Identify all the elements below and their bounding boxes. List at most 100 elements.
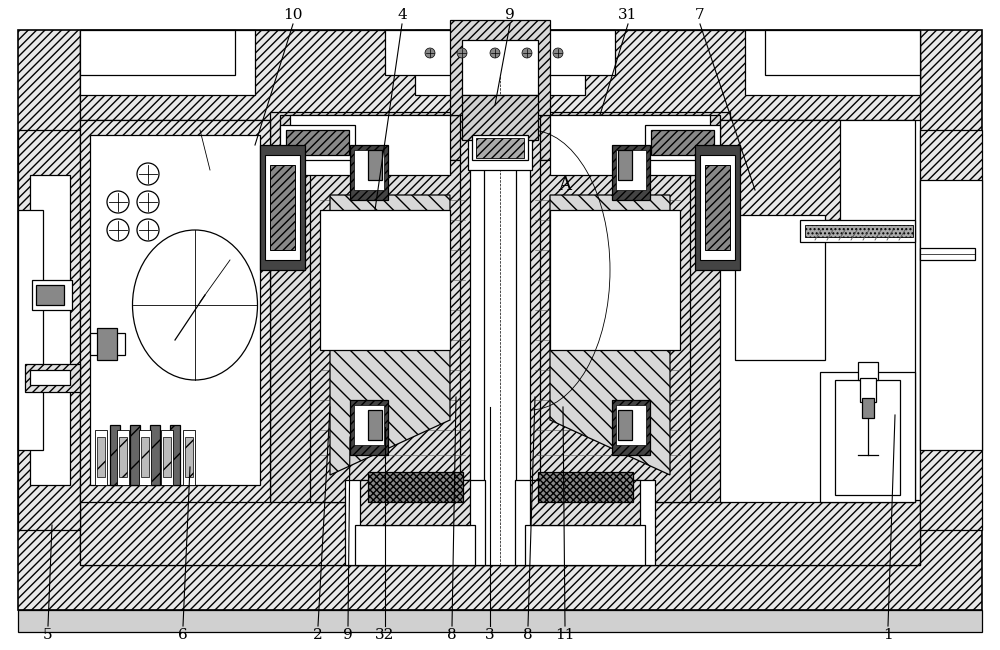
Bar [265, 155, 300, 260]
Circle shape [457, 48, 467, 58]
Bar [90, 333, 125, 355]
Bar [141, 437, 149, 477]
Bar [612, 145, 650, 200]
Bar [368, 150, 382, 180]
Text: 5: 5 [43, 628, 53, 642]
Text: 10: 10 [283, 8, 303, 22]
Bar [185, 437, 193, 477]
Bar [468, 115, 532, 170]
Bar [90, 135, 260, 485]
Text: 31: 31 [618, 8, 638, 22]
Circle shape [137, 191, 159, 213]
Bar [30, 370, 70, 385]
Bar [30, 175, 70, 485]
Bar [80, 120, 270, 502]
Bar [540, 115, 720, 160]
Bar [616, 150, 646, 190]
Bar [860, 378, 876, 402]
Text: 4: 4 [397, 8, 407, 22]
Text: 9: 9 [343, 628, 353, 642]
Bar [368, 410, 382, 440]
Circle shape [107, 219, 129, 241]
Bar [32, 280, 72, 310]
Bar [450, 20, 550, 115]
Bar [858, 362, 878, 380]
Bar [270, 112, 470, 502]
Bar [462, 40, 538, 95]
Bar [130, 425, 140, 485]
Bar [350, 400, 388, 455]
Bar [765, 30, 920, 75]
Polygon shape [550, 195, 670, 475]
Bar [616, 405, 646, 445]
Bar [385, 30, 615, 75]
Bar [270, 165, 295, 250]
Bar [97, 437, 105, 477]
Text: 6: 6 [178, 628, 188, 642]
Circle shape [490, 48, 500, 58]
Bar [476, 138, 524, 158]
Text: 8: 8 [447, 628, 457, 642]
Bar [695, 145, 740, 270]
Bar [18, 210, 43, 450]
Text: 9: 9 [505, 8, 515, 22]
Circle shape [107, 191, 129, 213]
Bar [18, 130, 80, 530]
Bar [651, 130, 714, 155]
Polygon shape [540, 160, 690, 502]
Text: 3: 3 [485, 628, 495, 642]
Bar [550, 210, 680, 350]
Bar [355, 525, 475, 565]
Ellipse shape [132, 230, 258, 380]
Bar [530, 480, 640, 525]
Bar [920, 248, 975, 260]
Bar [80, 500, 920, 565]
Bar [720, 120, 915, 502]
Circle shape [137, 163, 159, 185]
Bar [183, 430, 195, 485]
Bar [350, 145, 388, 200]
Bar [280, 115, 460, 160]
Bar [484, 75, 516, 565]
Bar [97, 328, 117, 360]
Bar [645, 125, 720, 160]
Bar [139, 430, 151, 485]
Bar [700, 155, 735, 260]
Bar [117, 430, 129, 485]
Text: 2: 2 [313, 628, 323, 642]
Bar [345, 480, 485, 565]
Circle shape [137, 219, 159, 241]
Bar [472, 135, 528, 160]
Bar [161, 430, 173, 485]
Polygon shape [310, 160, 460, 502]
Bar [18, 30, 982, 610]
Bar [745, 30, 920, 95]
Bar [720, 120, 840, 220]
Bar [110, 425, 120, 485]
Bar [18, 610, 982, 632]
Bar [735, 215, 825, 360]
Bar [368, 472, 463, 502]
Circle shape [553, 48, 563, 58]
Bar [415, 30, 585, 95]
Bar [290, 115, 450, 175]
Bar [80, 30, 235, 75]
Text: 11: 11 [555, 628, 575, 642]
Bar [462, 95, 538, 140]
Bar [618, 410, 632, 440]
Bar [280, 125, 355, 160]
Text: 1: 1 [883, 628, 893, 642]
Text: A: A [558, 176, 572, 194]
Text: 8: 8 [523, 628, 533, 642]
Text: 7: 7 [695, 8, 705, 22]
Bar [95, 430, 107, 485]
Bar [835, 380, 900, 495]
Bar [550, 115, 710, 175]
Bar [920, 130, 982, 530]
Circle shape [425, 48, 435, 58]
Bar [260, 145, 305, 270]
Bar [800, 220, 915, 242]
Polygon shape [330, 195, 450, 475]
Bar [530, 112, 730, 502]
Bar [354, 405, 384, 445]
